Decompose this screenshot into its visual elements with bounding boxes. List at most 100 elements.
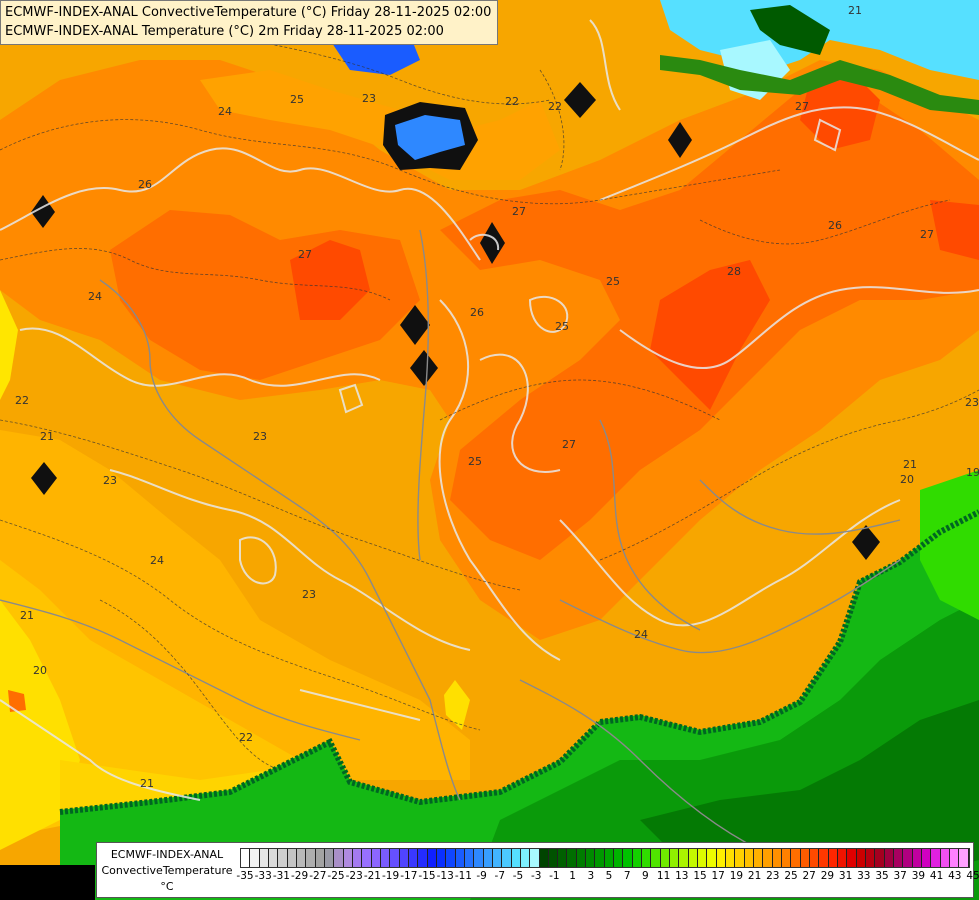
legend-tick-label: 7: [623, 870, 631, 882]
coast-top-right: [660, 55, 979, 115]
legend-swatch: [838, 849, 848, 867]
legend-swatch: [949, 849, 960, 867]
field-29-core-2: [650, 260, 770, 410]
legend-swatch: [614, 849, 624, 867]
legend-swatch: [334, 849, 344, 867]
legend-swatch: [567, 849, 577, 867]
legend-swatch: [241, 849, 251, 867]
legend-swatch: [623, 849, 633, 867]
legend-tick-label: 33: [857, 870, 871, 882]
legend-swatch: [763, 849, 773, 867]
legend-swatch: [287, 849, 297, 867]
legend-swatch: [791, 849, 801, 867]
legend-tick-label: -27: [309, 870, 327, 882]
legend-tick-label: 25: [784, 870, 798, 882]
legend-swatch: [502, 849, 512, 867]
legend-tick-label: -1: [549, 870, 560, 882]
contour-label: 26: [828, 219, 842, 232]
legend-tick-label: -11: [454, 870, 472, 882]
contour-label: 28: [727, 265, 741, 278]
legend-swatch: [595, 849, 605, 867]
legend-tick-label: -33: [254, 870, 272, 882]
legend-tick-label: 37: [893, 870, 907, 882]
legend-swatch: [604, 849, 615, 867]
legend-tick-label: 29: [820, 870, 835, 882]
legend-tick-label: 3: [587, 870, 595, 882]
legend-swatch: [436, 849, 447, 867]
country-borders: [0, 229, 901, 851]
legend-swatch: [259, 849, 269, 867]
legend-swatch: [670, 849, 680, 867]
contour-label: 23: [253, 430, 267, 443]
legend-swatch: [921, 849, 932, 867]
legend-swatch: [250, 849, 260, 867]
legend-swatch: [865, 849, 876, 867]
legend-tick-label: -31: [272, 870, 290, 882]
legend-swatch: [296, 849, 307, 867]
legend-title-line-2: ConvectiveTemperature: [101, 864, 233, 877]
legend-swatch: [782, 849, 792, 867]
contour-label: 22: [548, 100, 562, 113]
legend-swatch: [427, 849, 437, 867]
legend-swatch: [698, 849, 708, 867]
black-corner: [0, 865, 95, 900]
legend-swatch: [642, 849, 652, 867]
legend-swatch: [679, 849, 689, 867]
cell-9: [444, 680, 470, 730]
legend-swatch: [576, 849, 587, 867]
legend-tick-label: -21: [363, 870, 381, 882]
contour-label: 23: [362, 92, 376, 105]
contour-label: 25: [468, 455, 482, 468]
legend-swatch: [511, 849, 521, 867]
cell-4: [410, 350, 438, 386]
green-bright-east: [920, 470, 979, 620]
legend-swatch: [483, 849, 493, 867]
legend-swatch: [959, 849, 969, 867]
field-29-core-1: [290, 240, 370, 320]
legend-tick-label: 5: [605, 870, 613, 882]
cold-core-2-blue: [395, 115, 465, 160]
legend-swatch: [408, 849, 419, 867]
legend-swatch: [810, 849, 820, 867]
contour-label: 21: [40, 430, 54, 443]
map-title: ECMWF-INDEX-ANAL ConvectiveTemperature (…: [0, 0, 499, 45]
contour-label: 24: [634, 628, 648, 641]
legend-tick-label: -35: [236, 870, 254, 882]
contour-label: 24: [88, 290, 102, 303]
legend-swatch: [651, 849, 661, 867]
green-dark-core: [640, 700, 979, 880]
legend-swatch: [875, 849, 885, 867]
cell-5: [31, 462, 57, 495]
legend-tick-label: -3: [530, 870, 542, 882]
contour-label: 21: [903, 458, 917, 471]
contour-label: 24: [218, 105, 232, 118]
contour-label: 19: [966, 466, 979, 479]
convective-isolines: [0, 39, 979, 771]
legend-swatch: [940, 849, 950, 867]
legend-swatch: [586, 849, 596, 867]
contour-label: 26: [470, 306, 484, 319]
contour-label: 24: [150, 554, 164, 567]
contour-label: 20: [33, 664, 47, 677]
cell-3: [400, 305, 430, 345]
field-yellow-left2: [0, 290, 18, 400]
legend-tick-label: 21: [747, 870, 762, 882]
contour-label: 27: [298, 248, 312, 261]
legend-tick-label: 35: [875, 870, 889, 882]
legend-swatch: [772, 849, 783, 867]
legend-tick-label: -5: [512, 870, 524, 882]
sea-darkgreen: [750, 5, 830, 55]
legend-tick-label: -13: [436, 870, 454, 882]
legend-swatch: [362, 849, 372, 867]
legend-swatch: [903, 849, 913, 867]
contour-label: 25: [290, 93, 304, 106]
legend-swatch: [726, 849, 736, 867]
contour-label: 25: [606, 275, 620, 288]
contour-label: 20: [900, 473, 914, 486]
coast-band-bottom: [59, 509, 979, 815]
legend-tick-label: 17: [711, 870, 725, 882]
legend-swatch: [324, 849, 335, 867]
cell-1: [31, 195, 55, 228]
legend-swatch: [847, 849, 857, 867]
